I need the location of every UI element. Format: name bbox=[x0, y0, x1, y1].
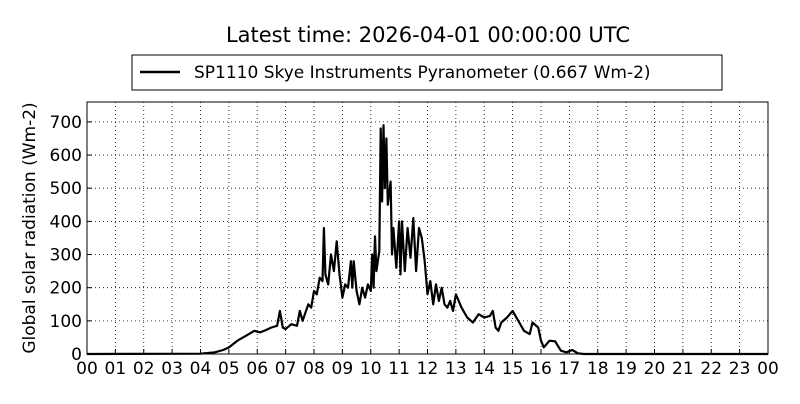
x-tick-label: 19 bbox=[615, 359, 637, 379]
x-tick-label: 21 bbox=[672, 359, 694, 379]
y-tick-label: 200 bbox=[50, 279, 82, 299]
x-tick-label: 11 bbox=[388, 359, 410, 379]
x-tick-label: 16 bbox=[530, 359, 552, 379]
y-tick-label: 600 bbox=[50, 146, 82, 166]
legend-label: SP1110 Skye Instruments Pyranometer (0.6… bbox=[194, 63, 651, 83]
data-line bbox=[86, 124, 768, 356]
plot-frame bbox=[86, 101, 769, 355]
x-tick-label: 00 bbox=[76, 359, 98, 379]
x-tick-label: 22 bbox=[700, 359, 722, 379]
x-tick-label: 03 bbox=[161, 359, 183, 379]
x-tick-label: 13 bbox=[445, 359, 467, 379]
x-tick-label: 14 bbox=[473, 359, 495, 379]
y-axis-label: Global solar radiation (Wm-2) bbox=[20, 102, 40, 353]
legend-box bbox=[131, 54, 723, 91]
x-tick-label: 23 bbox=[729, 359, 751, 379]
x-tick-label: 17 bbox=[559, 359, 581, 379]
x-tick-label: 02 bbox=[133, 359, 155, 379]
y-tick-label: 300 bbox=[50, 246, 82, 266]
x-tick-label: 09 bbox=[332, 359, 354, 379]
y-tick-label: 500 bbox=[50, 179, 82, 199]
x-tick-label: 07 bbox=[275, 359, 297, 379]
y-tick-label: 400 bbox=[50, 212, 82, 232]
x-tick-label: 12 bbox=[417, 359, 439, 379]
x-tick-label: 10 bbox=[360, 359, 382, 379]
x-tick-label: 05 bbox=[218, 359, 240, 379]
x-tick-label: 00 bbox=[757, 359, 779, 379]
x-tick-label: 06 bbox=[246, 359, 268, 379]
x-tick-label: 20 bbox=[644, 359, 666, 379]
y-tick-label: 0 bbox=[71, 345, 82, 365]
x-tick-label: 15 bbox=[502, 359, 524, 379]
x-tick-label: 04 bbox=[190, 359, 212, 379]
chart-title: Latest time: 2026-04-01 00:00:00 UTC bbox=[226, 23, 630, 47]
y-tick-label: 700 bbox=[50, 113, 82, 133]
x-tick-label: 08 bbox=[303, 359, 325, 379]
x-tick-label: 01 bbox=[105, 359, 127, 379]
y-tick-label: 100 bbox=[50, 312, 82, 332]
x-tick-label: 18 bbox=[587, 359, 609, 379]
